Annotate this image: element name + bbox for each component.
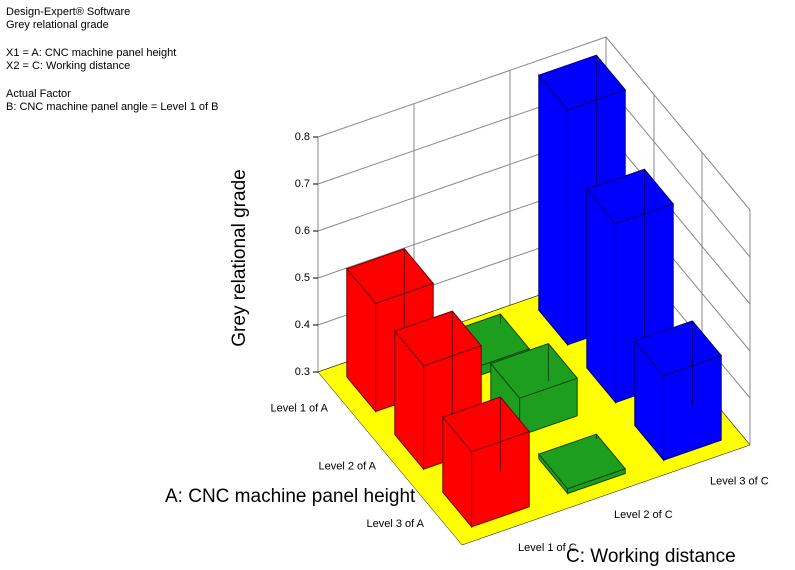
x-tick-label: Level 3 of A — [367, 518, 425, 530]
bar-top — [345, 248, 435, 304]
bar-top — [441, 396, 531, 453]
bar — [441, 396, 531, 529]
bar — [489, 343, 579, 438]
x-tick-label: Level 2 of A — [319, 460, 377, 472]
bar-top — [537, 54, 627, 111]
bar-top — [393, 310, 483, 367]
bar — [633, 320, 723, 462]
header-line: Grey relational grade — [6, 19, 109, 31]
x-tick-label: Level 1 of A — [271, 403, 329, 415]
bar — [537, 433, 627, 495]
grid-line — [317, 83, 751, 258]
y-axis-label: C: Working distance — [566, 546, 736, 567]
z-tick-label: 0.7 — [295, 178, 310, 190]
header-line: X1 = A: CNC machine panel height — [6, 47, 176, 59]
bar-side — [586, 187, 617, 404]
bar-top — [585, 168, 675, 225]
bar-side — [538, 73, 569, 347]
z-tick-label: 0.5 — [295, 272, 310, 284]
y-tick-label: Level 1 of C — [518, 542, 577, 554]
grid-line — [317, 36, 751, 211]
header-line: X2 = C: Working distance — [6, 60, 130, 72]
header-line: Actual Factor — [6, 88, 71, 100]
y-tick-label: Level 3 of C — [710, 476, 769, 488]
z-tick-label: 0.6 — [295, 225, 310, 237]
z-tick-label: 0.8 — [295, 131, 310, 143]
z-tick-label: 0.4 — [295, 319, 310, 331]
bar-top — [537, 433, 627, 490]
header-line: B: CNC machine panel angle = Level 1 of … — [6, 101, 219, 113]
x-axis-label: A: CNC machine panel height — [165, 486, 416, 507]
z-axis-label: Grey relational grade — [229, 169, 250, 346]
y-tick-label: Level 2 of C — [614, 509, 673, 521]
header-line: Design-Expert® Software — [6, 6, 130, 18]
bar — [585, 168, 675, 404]
z-tick-label: 0.3 — [295, 366, 310, 378]
bar — [393, 310, 483, 471]
bar-top — [633, 320, 723, 377]
bar-top — [489, 343, 579, 399]
